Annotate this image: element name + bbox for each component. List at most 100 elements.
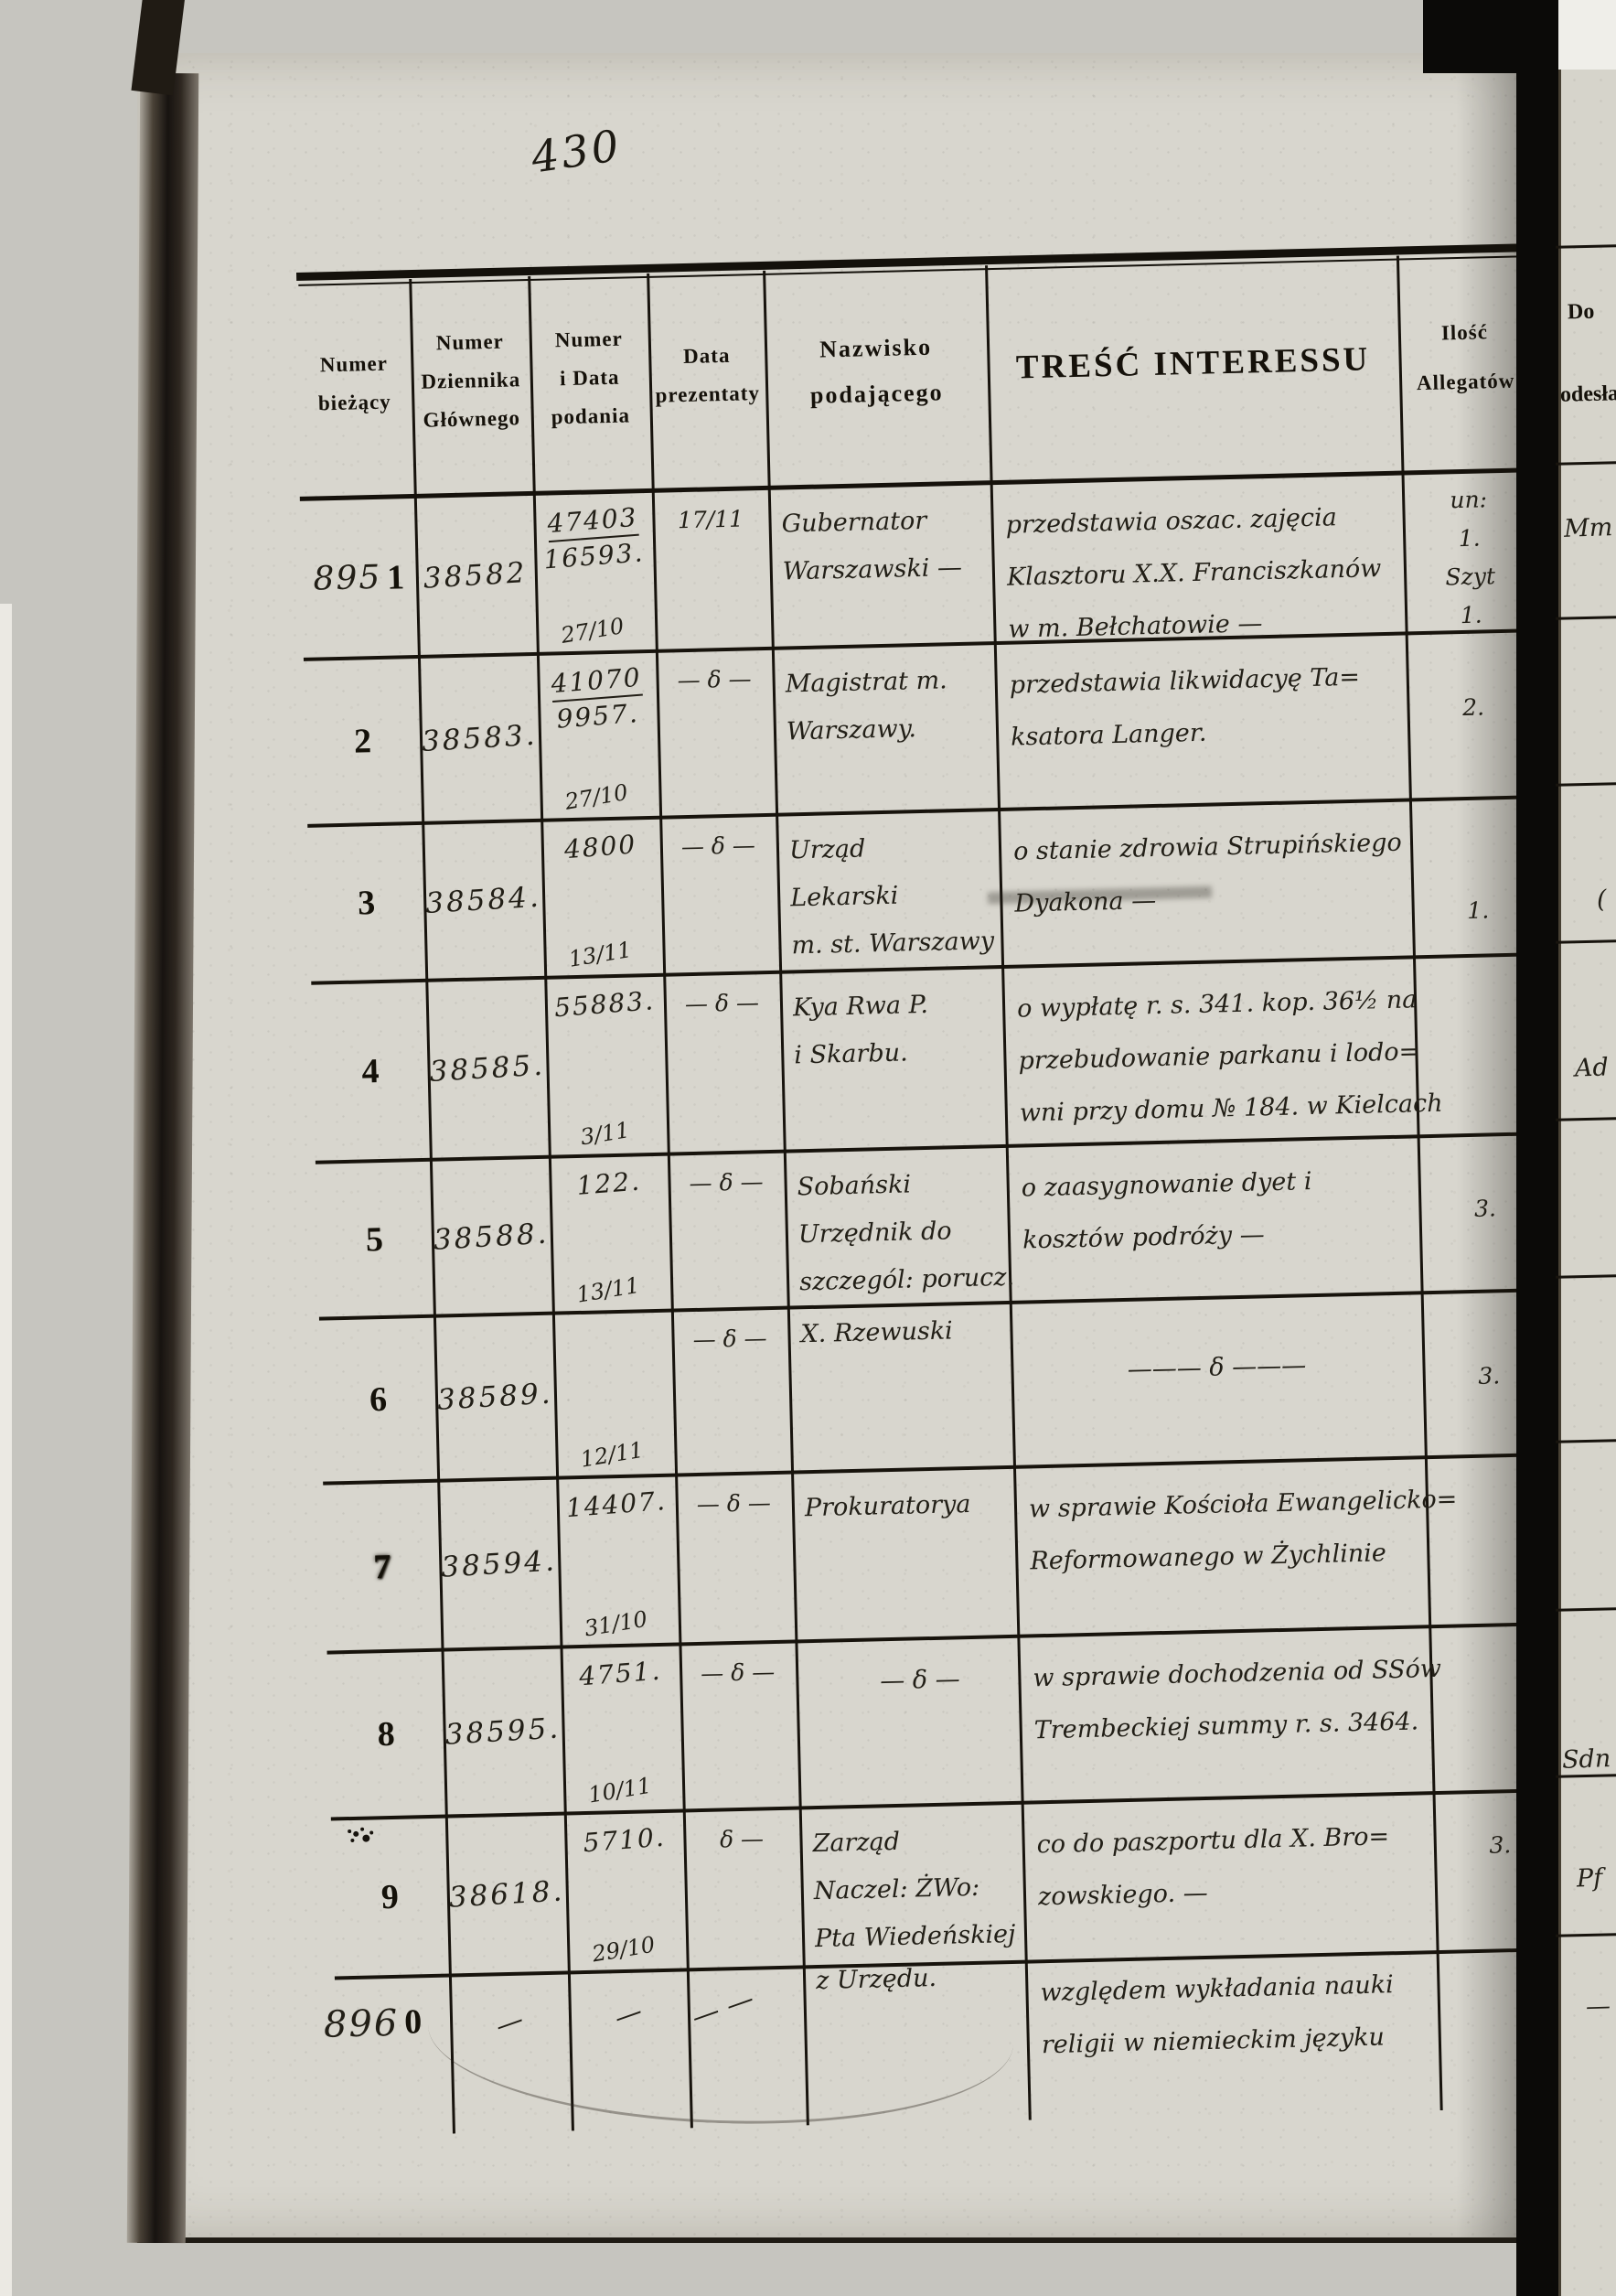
col-numer-data-podania: 47403 16593. 27/10 bbox=[533, 493, 656, 652]
col-data-prezentaty: — δ — bbox=[663, 974, 783, 1153]
submitter-line: Warszawy. bbox=[786, 714, 917, 746]
filing-number: 4751. bbox=[577, 1655, 663, 1692]
row-number-handwritten: 895 bbox=[313, 558, 382, 598]
submitter-line: Prokuratorya bbox=[804, 1489, 971, 1523]
row-number: 8 bbox=[377, 1714, 396, 1754]
col-tresc: o wypłatę r. s. 341. kop. 36½ na przebud… bbox=[1001, 959, 1443, 1144]
right-page-corner bbox=[1558, 0, 1616, 70]
col-nazwisko: — δ — bbox=[795, 1637, 1033, 1806]
submitter-line: Urząd bbox=[788, 834, 866, 865]
right-page-text-fragment: — bbox=[1585, 1991, 1611, 2022]
submitter-line: Warszawski — bbox=[782, 553, 963, 586]
table-row: 3 38584. 4800 13/11 — δ — Urząd Lekarski… bbox=[307, 799, 1546, 985]
filing-number: 16593. bbox=[542, 537, 646, 575]
submitter-line: Zarząd bbox=[812, 1827, 901, 1859]
subject-line: przebudowanie parkanu i lodo= bbox=[1018, 1037, 1420, 1076]
col-numer-biezacy: 9 bbox=[331, 1819, 449, 1977]
filing-number: 9957. bbox=[555, 697, 640, 735]
submitter-line: Sobański bbox=[797, 1170, 912, 1202]
col-tresc: o zaasygnowanie dyet i kosztów podróży — bbox=[1006, 1138, 1436, 1301]
ink-spatter bbox=[348, 1829, 352, 1834]
subject-line: przedstawia likwidacyę Ta= bbox=[1009, 662, 1361, 700]
filing-date: 27/10 bbox=[562, 778, 630, 815]
row-number: 2 bbox=[353, 722, 372, 761]
subject-line: Klasztoru X.X. Franciszkanów bbox=[1006, 554, 1382, 592]
header-line: Numer bbox=[554, 327, 624, 351]
col-numer-dziennika: 38582 bbox=[414, 496, 537, 655]
gutter-shadow bbox=[1456, 53, 1516, 2237]
col-tresc: w sprawie Kościoła Ewangelicko= Reformow… bbox=[1013, 1459, 1458, 1635]
col-numer-biezacy: 896 0 bbox=[315, 1978, 433, 2193]
row-number: 4 bbox=[361, 1052, 380, 1091]
filing-date: 31/10 bbox=[583, 1605, 649, 1642]
col-data-prezentaty: — δ — bbox=[675, 1475, 795, 1643]
submitter-line: Naczel: ŻWo: bbox=[813, 1872, 980, 1906]
header-numer-data-podania: Numer i Data podania bbox=[528, 264, 652, 491]
subject-line: zowskiego. — bbox=[1037, 1878, 1209, 1912]
header-line: i Data bbox=[559, 365, 620, 390]
col-nazwisko: Sobański Urzędnik do szczegól: porucz. bbox=[784, 1148, 1022, 1306]
submitter-line: Urzędnik do bbox=[797, 1217, 952, 1250]
filing-date: 13/11 bbox=[566, 936, 634, 972]
ditto-mark: ——— δ ——— bbox=[1127, 1351, 1307, 1384]
col-numer-data-podania: 4800 13/11 bbox=[540, 820, 663, 976]
register-table: 4 3 0 Numer bieżący Numer Dziennika Główne… bbox=[294, 121, 1574, 2202]
filing-date: 12/11 bbox=[578, 1436, 646, 1473]
right-page-text-fragment: Sdn bbox=[1561, 1744, 1611, 1775]
header-tresc-interessu: TREŚĆ INTERESSU bbox=[985, 247, 1402, 481]
right-page-text-fragment: Pf bbox=[1576, 1863, 1603, 1894]
row-number: 0 bbox=[403, 2002, 423, 2042]
submitter-line: m. st. Warszawy bbox=[791, 927, 995, 960]
header-line: TREŚĆ INTERESSU bbox=[1015, 339, 1371, 386]
header-line: Numer bbox=[319, 351, 389, 376]
table-row: 4 38585. 55883. 3/11 — δ — Kya Rwa P. i … bbox=[311, 955, 1550, 1164]
right-page-text-fragment: Ad bbox=[1574, 1053, 1610, 1083]
col-numer-data-podania: 41070 9957. 27/10 bbox=[537, 653, 659, 819]
col-numer-biezacy: 4 bbox=[311, 982, 429, 1161]
header-data-prezentaty: Data prezentaty bbox=[647, 262, 768, 488]
header-numer-dziennika: Numer Dziennika Głównego bbox=[409, 267, 533, 494]
col-numer-dziennika: 38589. bbox=[433, 1315, 556, 1479]
ditto-mark: — δ — bbox=[677, 665, 752, 694]
col-data-prezentaty: — δ — bbox=[656, 650, 776, 816]
journal-number: 38583. bbox=[420, 718, 539, 759]
filing-number: 122. bbox=[575, 1165, 642, 1201]
col-tresc: przedstawia likwidacyę Ta= ksatora Lange… bbox=[994, 635, 1424, 808]
journal-number: 38595. bbox=[444, 1711, 562, 1752]
journal-number: 38589. bbox=[435, 1377, 554, 1417]
row-number: 3 bbox=[357, 884, 376, 923]
filing-date: 3/11 bbox=[578, 1117, 632, 1151]
table-row: 6 38589. 12/11 — δ — X. Rzewuski ——— δ —… bbox=[318, 1291, 1557, 1486]
table-row: 7 38594. 14407. 31/10 — δ — Prokuratorya… bbox=[323, 1455, 1562, 1655]
header-line: Ilość bbox=[1440, 319, 1489, 344]
submitter-line: szczegól: porucz. bbox=[798, 1262, 1015, 1297]
col-nazwisko: Prokuratorya bbox=[791, 1469, 1030, 1640]
ditto-mark: — δ — bbox=[700, 1658, 776, 1687]
col-numer-data-podania: 122. 13/11 bbox=[549, 1156, 671, 1312]
col-data-prezentaty: 17/11 bbox=[652, 490, 772, 649]
table-row: 895 1 38582 47403 16593. 27/10 17/11 Gub… bbox=[299, 472, 1538, 661]
table-row: 9 38618. 5710. 29/10 δ — Zarząd Naczel: … bbox=[330, 1791, 1569, 1980]
submitter-line: Kya Rwa P. bbox=[792, 990, 929, 1023]
col-tresc: przedstawia oszac. zajęcia Klasztoru X.X… bbox=[990, 475, 1420, 643]
right-page-text-fragment: Mm bbox=[1563, 513, 1613, 543]
allegata-line: un: bbox=[1450, 486, 1488, 514]
right-page-text-fragment: ( bbox=[1596, 885, 1608, 915]
col-numer-dziennika: 38583. bbox=[418, 656, 540, 821]
filing-number: 41070 bbox=[550, 661, 644, 703]
header-line: Allegatów bbox=[1416, 369, 1515, 394]
filing-number: 47403 bbox=[546, 501, 640, 543]
journal-number: 38594. bbox=[440, 1543, 558, 1584]
scan-left-margin bbox=[0, 604, 12, 2296]
col-numer-data-podania: 4751. 10/11 bbox=[561, 1647, 683, 1812]
header-nazwisko: Nazwisko podającego bbox=[763, 256, 990, 486]
subject-line: Reformowanego w Żychlinie bbox=[1030, 1539, 1387, 1576]
col-data-prezentaty: — δ — bbox=[659, 817, 779, 973]
ditto-mark: — δ — bbox=[684, 989, 760, 1018]
col-numer-biezacy: 3 bbox=[307, 825, 425, 982]
subject-line: przedstawia oszac. zajęcia bbox=[1005, 503, 1338, 540]
col-numer-dziennika: 38618. bbox=[445, 1816, 568, 1974]
header-ilosc-allegatow: Ilość Allegatów bbox=[1397, 243, 1535, 470]
row-number: 5 bbox=[365, 1219, 384, 1259]
filing-number: 14407. bbox=[564, 1485, 668, 1524]
